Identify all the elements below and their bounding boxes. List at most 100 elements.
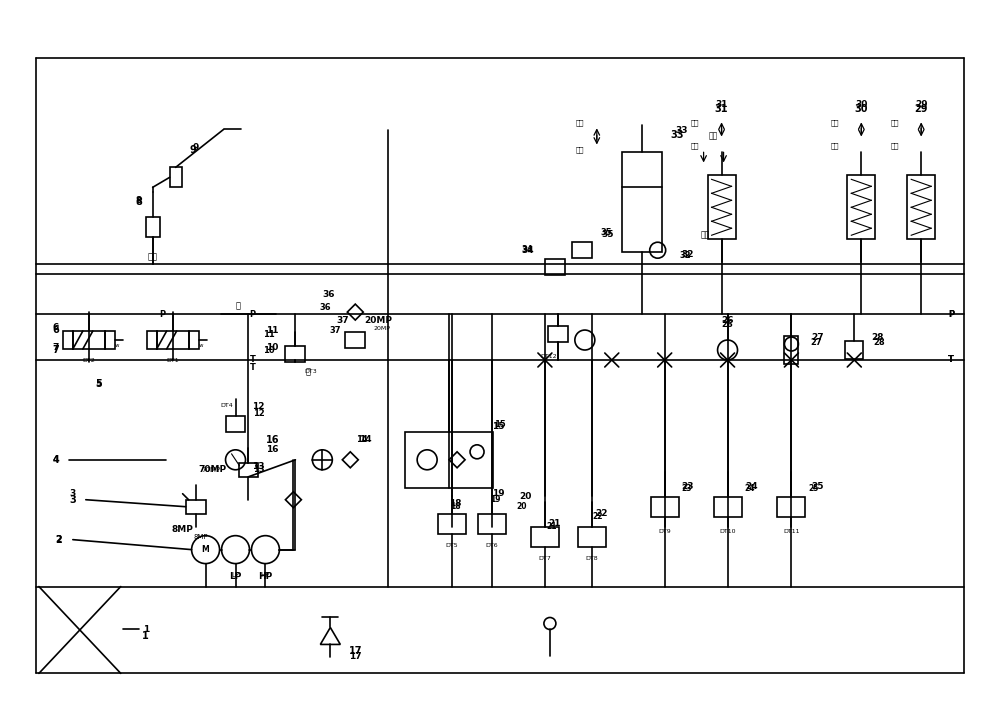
Polygon shape	[449, 452, 465, 468]
Bar	[845, 341, 863, 359]
Bar	[548, 326, 568, 342]
Text: 32: 32	[681, 250, 694, 258]
Text: 1: 1	[143, 625, 149, 634]
Text: 开启: 开启	[831, 119, 839, 126]
Text: 37: 37	[336, 315, 349, 325]
Text: 8: 8	[136, 196, 142, 205]
Text: 27: 27	[811, 337, 822, 347]
Text: 4: 4	[53, 455, 59, 464]
Bar	[784, 336, 798, 364]
Text: 70MP: 70MP	[198, 465, 227, 474]
Text: DT10: DT10	[719, 529, 736, 534]
Text: 中: 中	[236, 302, 241, 310]
Text: M: M	[202, 545, 209, 554]
Text: DT6: DT6	[486, 543, 498, 548]
Text: DT11: DT11	[783, 529, 800, 534]
Text: 10: 10	[266, 342, 279, 352]
Text: 7: 7	[53, 342, 59, 352]
Text: 关闭: 关闭	[891, 142, 899, 149]
Bar	[531, 527, 559, 547]
Bar	[578, 527, 606, 547]
Text: DT9: DT9	[658, 529, 671, 534]
Text: 9: 9	[192, 143, 199, 152]
Text: 23: 23	[681, 484, 692, 493]
Text: P: P	[948, 310, 954, 318]
Text: 22: 22	[593, 512, 603, 521]
Bar	[63, 331, 73, 349]
Text: 8: 8	[135, 197, 142, 207]
Text: 14: 14	[356, 435, 368, 444]
Bar	[708, 175, 736, 239]
Text: LP: LP	[229, 572, 242, 581]
Text: 28: 28	[871, 333, 884, 342]
Text: 36: 36	[320, 303, 331, 312]
Bar	[622, 152, 662, 252]
Text: P: P	[160, 310, 166, 318]
Text: 27: 27	[811, 333, 824, 342]
Text: 低: 低	[306, 367, 311, 377]
Text: 13: 13	[253, 465, 264, 474]
Text: 7: 7	[52, 345, 59, 355]
Text: 开启: 开启	[691, 119, 700, 126]
Text: DT5: DT5	[446, 543, 458, 548]
Bar	[438, 513, 466, 534]
Text: 开启: 开启	[576, 119, 584, 126]
Text: 8MP: 8MP	[194, 534, 208, 540]
Text: w: w	[114, 342, 119, 347]
Bar	[651, 497, 679, 517]
Text: 20MP: 20MP	[364, 315, 392, 325]
Text: 6: 6	[52, 325, 59, 335]
Text: 15: 15	[494, 420, 506, 429]
Polygon shape	[347, 304, 363, 320]
Bar	[170, 167, 182, 187]
Polygon shape	[342, 452, 358, 468]
Bar	[545, 259, 565, 275]
Text: 13: 13	[252, 462, 265, 471]
Text: 2: 2	[55, 535, 62, 545]
Text: DT7: DT7	[539, 556, 551, 561]
Text: 30: 30	[855, 105, 868, 115]
Text: w: w	[198, 342, 203, 347]
Text: 31: 31	[715, 100, 728, 109]
Text: 加载: 加载	[701, 231, 710, 240]
Text: T: T	[250, 355, 255, 365]
Bar	[73, 331, 105, 349]
Text: 阀荷: 阀荷	[709, 131, 718, 140]
Text: 17: 17	[349, 652, 362, 661]
Bar	[146, 217, 160, 237]
Text: T: T	[250, 364, 255, 372]
Bar	[405, 432, 493, 488]
Bar	[907, 175, 935, 239]
Text: 20: 20	[519, 492, 531, 501]
Bar	[777, 497, 805, 517]
Bar	[157, 331, 189, 349]
Text: 30: 30	[855, 100, 867, 109]
Text: 15: 15	[492, 422, 504, 431]
Text: 12: 12	[252, 402, 265, 412]
Bar	[345, 332, 365, 348]
Text: 12: 12	[253, 409, 264, 419]
Text: DT2: DT2	[82, 358, 95, 364]
Text: 1: 1	[142, 632, 149, 642]
Text: DT8: DT8	[586, 556, 598, 561]
Text: 33: 33	[670, 130, 683, 140]
Text: 3: 3	[70, 489, 76, 498]
Text: 35: 35	[602, 230, 614, 239]
Text: 16: 16	[266, 445, 279, 454]
Text: 关闭: 关闭	[576, 146, 584, 152]
Text: 3: 3	[69, 495, 76, 505]
Text: 关闭: 关闭	[831, 142, 839, 149]
Text: 19: 19	[492, 489, 504, 498]
Text: 开启: 开启	[891, 119, 899, 126]
Bar	[714, 497, 742, 517]
Text: 29: 29	[914, 105, 928, 115]
Text: T: T	[948, 355, 954, 365]
Text: 33: 33	[675, 126, 688, 135]
Text: 10: 10	[263, 345, 274, 355]
Text: 2: 2	[56, 535, 62, 544]
Text: LP: LP	[232, 572, 240, 577]
Text: 16: 16	[266, 435, 279, 445]
Text: 20MP: 20MP	[373, 325, 390, 330]
Text: 34: 34	[522, 246, 534, 255]
Bar	[226, 416, 245, 432]
